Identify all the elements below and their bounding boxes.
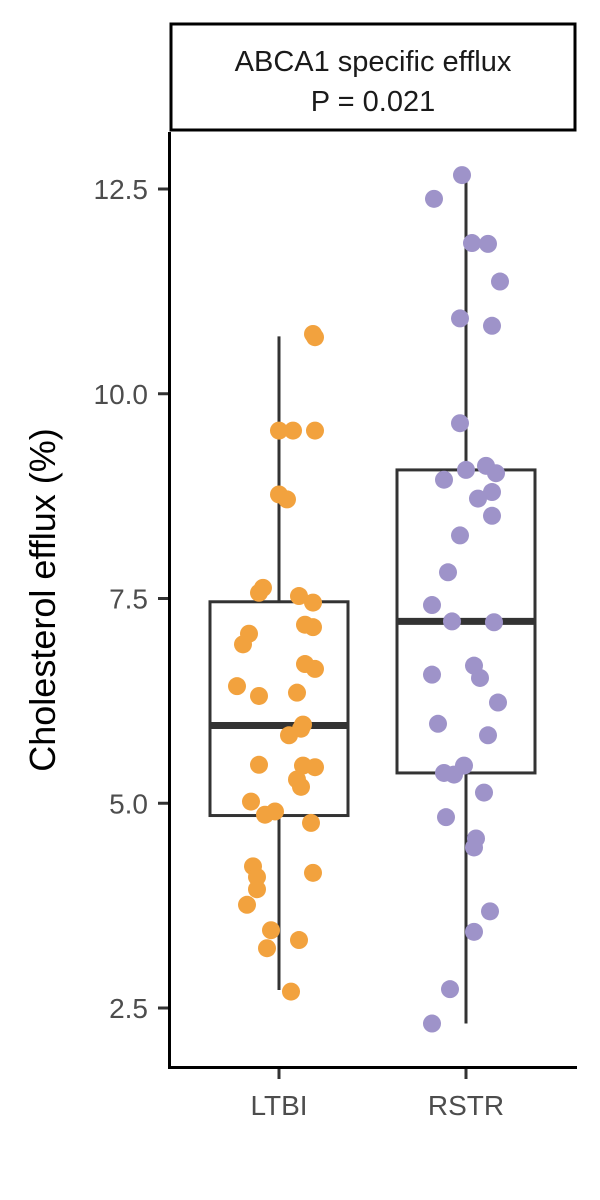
data-point <box>304 618 322 637</box>
facet-strip: ABCA1 specific efflux P = 0.021 <box>169 22 577 132</box>
data-point <box>483 506 501 525</box>
data-point <box>457 460 475 479</box>
data-point <box>423 665 441 684</box>
data-point <box>435 470 453 489</box>
data-point <box>451 309 469 328</box>
data-point <box>481 902 499 921</box>
data-point <box>306 328 324 347</box>
data-points <box>228 166 509 1033</box>
data-point <box>465 838 483 857</box>
data-point <box>250 755 268 774</box>
data-point <box>437 808 455 827</box>
data-point <box>471 668 489 687</box>
data-point <box>463 234 481 253</box>
data-point <box>491 272 509 291</box>
data-point <box>451 414 469 433</box>
data-point <box>256 805 274 824</box>
data-point <box>429 714 447 733</box>
x-tick-label: RSTR <box>428 1090 504 1121</box>
data-point <box>282 982 300 1001</box>
data-point <box>483 483 501 502</box>
data-point <box>469 489 487 508</box>
data-point <box>262 921 280 940</box>
data-point <box>290 931 308 950</box>
data-point <box>238 895 256 914</box>
data-point <box>465 922 483 941</box>
data-point <box>479 726 497 745</box>
data-point <box>441 980 459 999</box>
data-point <box>234 635 252 654</box>
data-point <box>425 189 443 208</box>
y-tick-label: 7.5 <box>109 584 148 615</box>
data-point <box>242 792 260 811</box>
x-ticks: LTBI RSTR <box>250 1069 504 1121</box>
data-point <box>423 1014 441 1033</box>
data-point <box>306 659 324 678</box>
facet-strip-box <box>169 22 577 132</box>
facet-strip-title: ABCA1 specific efflux <box>235 46 512 78</box>
x-tick-label: LTBI <box>250 1090 307 1121</box>
data-point <box>304 593 322 612</box>
data-point <box>290 587 308 606</box>
facet-strip-subtitle: P = 0.021 <box>311 86 435 118</box>
data-point <box>475 783 493 802</box>
data-point <box>483 316 501 335</box>
data-point <box>451 526 469 545</box>
y-tick-label: 12.5 <box>94 174 149 205</box>
data-point <box>306 421 324 440</box>
data-point <box>250 686 268 705</box>
data-point <box>258 939 276 958</box>
data-point <box>487 464 505 483</box>
data-point <box>423 596 441 615</box>
data-point <box>228 677 246 696</box>
data-point <box>250 583 268 602</box>
data-point <box>489 693 507 712</box>
data-point <box>453 166 471 185</box>
data-point <box>248 880 266 899</box>
data-point <box>485 613 503 632</box>
y-tick-label: 2.5 <box>109 993 148 1024</box>
data-point <box>304 863 322 882</box>
data-point <box>278 490 296 509</box>
y-tick-label: 5.0 <box>109 788 148 819</box>
y-axis-title: Cholesterol efflux (%) <box>22 428 63 771</box>
data-point <box>439 563 457 582</box>
data-point <box>445 765 463 784</box>
data-point <box>306 758 324 777</box>
y-ticks: 2.5 5.0 7.5 10.0 12.5 <box>94 174 168 1024</box>
boxplots <box>208 175 537 1024</box>
data-point <box>479 234 497 253</box>
data-point <box>443 612 461 631</box>
data-point <box>284 421 302 440</box>
box-iqr <box>208 600 350 818</box>
data-point <box>292 777 310 796</box>
data-point <box>302 813 320 832</box>
data-point <box>288 683 306 702</box>
y-tick-label: 10.0 <box>94 379 149 410</box>
data-point <box>270 421 288 440</box>
data-point <box>280 726 298 745</box>
